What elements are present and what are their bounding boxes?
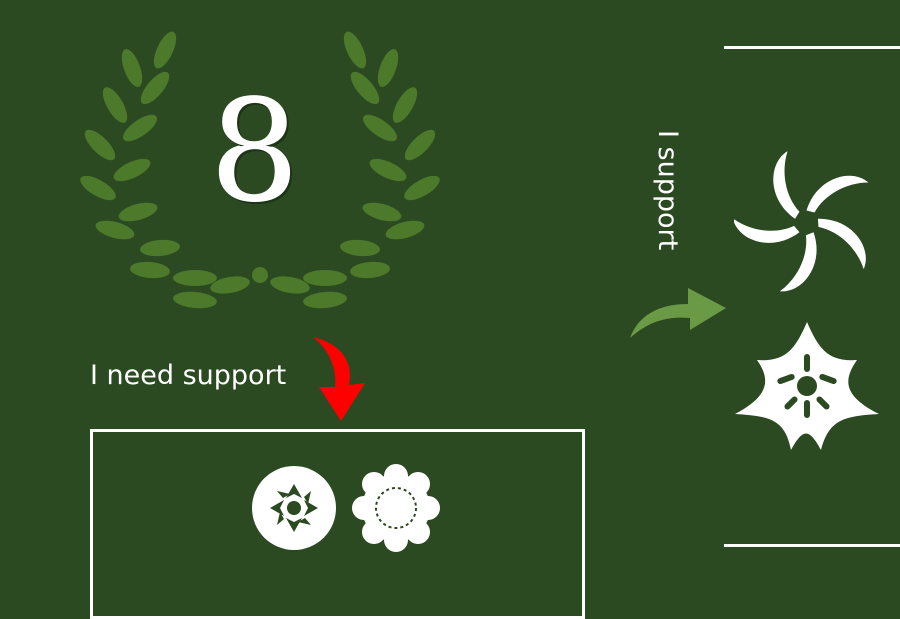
star-flower-icon xyxy=(735,322,879,450)
support-label: I support xyxy=(652,130,683,251)
badge-number: 8 xyxy=(210,71,300,234)
need-support-label: I need support xyxy=(90,360,287,391)
top-divider xyxy=(724,46,900,49)
swirl-flower-icon xyxy=(734,151,869,292)
scalloped-ornament-icon xyxy=(352,464,440,552)
laurel-wreath-icon xyxy=(80,31,440,309)
red-curved-arrow-icon xyxy=(313,337,365,421)
rosette-ornament-icon xyxy=(252,466,336,550)
bottom-divider xyxy=(724,544,900,547)
green-curved-arrow-icon xyxy=(630,288,726,338)
